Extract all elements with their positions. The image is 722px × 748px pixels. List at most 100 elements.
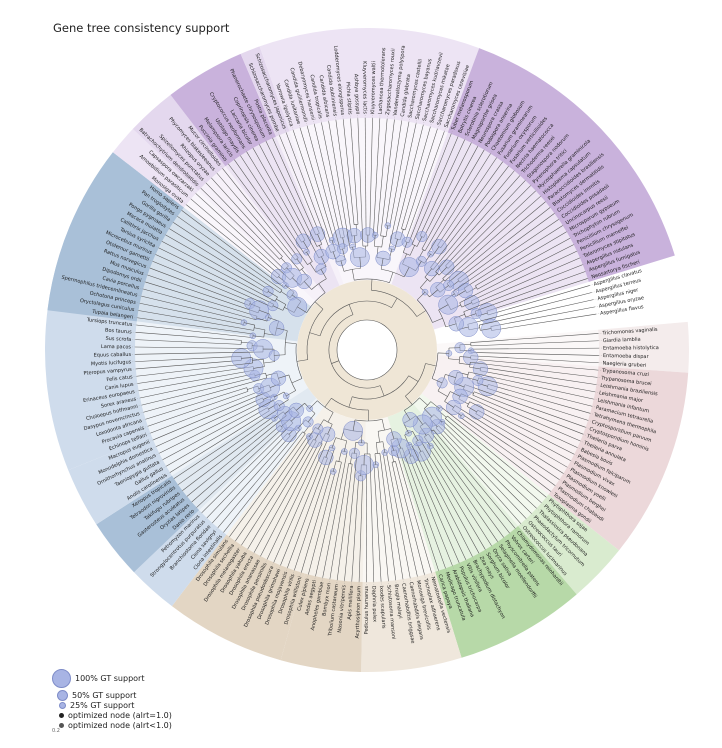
branch-line (296, 258, 304, 268)
branch-line (459, 244, 574, 303)
branch-line (263, 361, 275, 364)
leaf-connector (174, 213, 178, 217)
leaf-connector (270, 134, 273, 139)
branch-line (389, 272, 394, 283)
branch-line (307, 413, 316, 423)
leaf-connector (408, 117, 410, 122)
leaf-connector (166, 472, 171, 475)
branch-line (373, 464, 382, 582)
branch-line (470, 362, 598, 378)
branch-line (303, 241, 310, 251)
leaf-connector (563, 473, 567, 476)
branch-line (437, 390, 448, 397)
branch-line (309, 400, 318, 409)
branch-line (321, 122, 345, 238)
branch-line (314, 301, 324, 310)
leaf-connector (570, 236, 574, 239)
branch-line (408, 133, 452, 243)
branch-line (240, 155, 305, 254)
leaf-connector (562, 223, 567, 226)
branch-line (467, 377, 478, 381)
leaf-connector (278, 565, 281, 570)
branch-line (324, 398, 332, 408)
branch-line (229, 433, 306, 537)
branch-line (394, 124, 424, 239)
leaf-connector (203, 179, 207, 184)
legend-item-optimized-full: optimized node (alrt=1.0) (59, 709, 172, 721)
leaf-connector (238, 152, 241, 156)
leaf-connector (214, 169, 217, 174)
branch-line (416, 236, 423, 247)
branch-line (477, 237, 571, 290)
branch-line (469, 401, 575, 455)
branch-line (448, 358, 460, 361)
branch-line (256, 317, 268, 322)
branch-line (139, 302, 244, 325)
branch-line (486, 278, 588, 312)
leaf-connector (209, 522, 213, 526)
branch-line (149, 267, 250, 306)
branch-line (430, 431, 510, 534)
branch-line (475, 413, 568, 468)
branch-line (430, 401, 440, 409)
branch-line (373, 118, 381, 236)
branch-line (424, 408, 433, 417)
leaf-connector (305, 121, 308, 126)
leaf-connector (146, 266, 151, 269)
leaf-label: Sus scrofa (105, 336, 131, 343)
branch-line (344, 453, 358, 581)
branch-line (435, 175, 521, 272)
branch-line (252, 359, 264, 361)
leaf-connector (596, 384, 601, 386)
support-bubble (337, 243, 349, 255)
branch-line (470, 347, 599, 350)
leaf-connector (169, 220, 174, 223)
branch-line (391, 297, 398, 308)
leaf-connector (155, 453, 160, 456)
leaf-connector (220, 532, 224, 536)
branch-line (379, 453, 396, 581)
leaf-connector (540, 193, 544, 197)
branch-line (173, 407, 281, 479)
legend-label-50: 50% GT support (72, 690, 137, 700)
clade-sector-fish (96, 475, 200, 573)
branch-line (390, 428, 395, 440)
leaf-connector (265, 559, 268, 564)
branch-line (454, 405, 564, 474)
clade-sector-fission-yeasts (240, 46, 290, 137)
branch-line (447, 415, 547, 498)
branch-line (465, 313, 477, 318)
legend-label-100: 100% GT support (75, 673, 145, 683)
bubble-50-icon (57, 689, 68, 701)
branch-line (155, 397, 263, 447)
leaf-label: Kluyveromyces lactis (361, 61, 367, 114)
branch-line (287, 457, 328, 569)
branch-line (317, 419, 324, 430)
branch-line (369, 118, 373, 236)
leaf-connector (525, 177, 529, 181)
branch-line (394, 239, 398, 250)
branch-line (135, 356, 242, 362)
branch-line (382, 452, 404, 580)
clade-sector-basal-fungi (132, 94, 226, 191)
leaf-connector (491, 545, 494, 550)
branch-line (432, 170, 515, 270)
branch-line (429, 289, 439, 298)
branch-line (419, 397, 428, 406)
branch-line (320, 269, 327, 279)
branch-line (419, 439, 486, 550)
branch-line (303, 281, 312, 290)
branch-line (388, 123, 417, 249)
branch-line (138, 369, 254, 392)
branch-line (274, 354, 286, 356)
branch-line (354, 235, 356, 247)
branch-line (364, 118, 367, 236)
branch-line (486, 387, 589, 421)
branch-line (280, 456, 325, 566)
leaf-connector (272, 562, 274, 567)
legend-label-optimized-full: optimized node (alrt=1.0) (68, 710, 172, 720)
branch-line (143, 377, 267, 413)
branch-line (137, 317, 254, 335)
branch-line (196, 427, 283, 508)
leaf-connector (291, 126, 294, 131)
